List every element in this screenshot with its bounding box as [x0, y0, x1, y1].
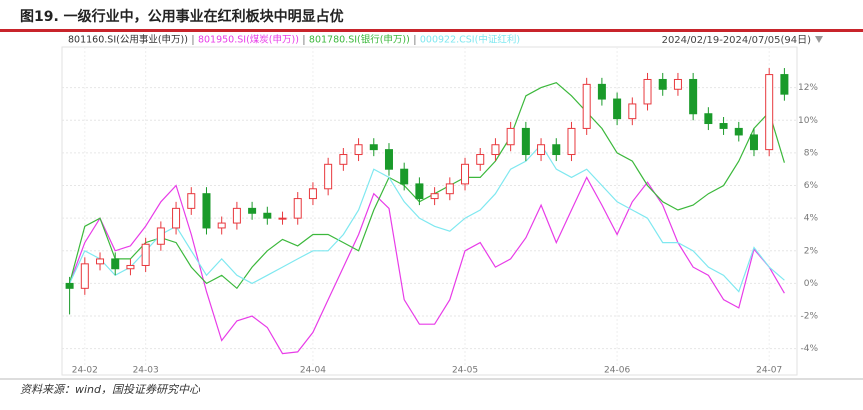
- x-tick-label: 24-04: [300, 366, 326, 376]
- candle-body: [80, 263, 89, 289]
- x-tick-label: 24-07: [756, 366, 782, 376]
- candle-body: [780, 74, 789, 95]
- candle-body: [369, 144, 378, 151]
- candle-body: [476, 154, 485, 165]
- source-note: 资料来源：wind，国投证券研究中心: [20, 383, 201, 396]
- candle-body: [765, 74, 774, 151]
- candle-body: [187, 193, 196, 209]
- candle-body: [339, 154, 348, 165]
- series-line: [69, 82, 785, 290]
- candle-body: [202, 193, 211, 229]
- candle-body: [749, 134, 758, 151]
- candle-body: [552, 144, 561, 156]
- candle-body: [734, 127, 743, 136]
- candle-body: [384, 149, 393, 170]
- candle-body: [628, 103, 637, 120]
- candle-body: [278, 217, 287, 220]
- date-range: 2024/02/19-2024/07/05(94日): [662, 35, 812, 46]
- candle-body: [172, 207, 181, 229]
- y-tick-label: 8%: [804, 148, 819, 158]
- y-tick-label: 4%: [804, 214, 819, 224]
- y-tick-label: -2%: [800, 312, 818, 322]
- candle-body: [491, 144, 500, 156]
- plot-frame: [61, 46, 798, 376]
- candle-body: [461, 163, 470, 185]
- candle-body: [263, 212, 272, 219]
- y-tick-label: 10%: [798, 116, 818, 126]
- candle-body: [689, 78, 698, 115]
- x-tick-label: 24-02: [72, 366, 98, 376]
- candle-body: [537, 144, 546, 156]
- series-line: [69, 176, 785, 355]
- candle-body: [248, 207, 257, 214]
- x-tick-label: 24-05: [452, 366, 478, 376]
- candle-body: [400, 168, 409, 185]
- candle-body: [506, 127, 515, 146]
- candle-body: [65, 282, 74, 289]
- title-underline: [0, 29, 863, 32]
- candle-body: [141, 243, 150, 266]
- candle-body: [597, 83, 606, 100]
- dropdown-icon[interactable]: [815, 36, 823, 43]
- candle-body: [324, 163, 333, 190]
- legend-entry: 801160.SI(公用事业(申万)): [68, 34, 188, 46]
- candle-body: [567, 127, 576, 156]
- y-tick-label: -4%: [800, 344, 818, 354]
- candle-body: [232, 207, 241, 224]
- candle-body: [217, 222, 226, 229]
- candle-body: [613, 98, 622, 120]
- chart-title: 图19. 一级行业中，公用事业在红利板块中明显占优: [20, 8, 344, 25]
- y-tick-label: 0%: [804, 279, 819, 289]
- candle-body: [521, 127, 530, 156]
- candle-body: [293, 198, 302, 219]
- candle-body: [719, 123, 728, 129]
- y-tick-label: 6%: [804, 181, 819, 191]
- y-tick-label: 2%: [804, 246, 819, 256]
- candle-body: [704, 113, 713, 125]
- series-line: [69, 143, 785, 293]
- legend-entry: 801780.SI(银行(申万)): [309, 34, 410, 46]
- candle-body: [308, 188, 317, 200]
- legend-entry: 000922.CSI(中证红利): [420, 34, 520, 46]
- candle-body: [156, 227, 165, 245]
- candle-body: [673, 78, 682, 90]
- candle-body: [643, 78, 652, 105]
- candle-body: [415, 183, 424, 200]
- y-tick-label: 12%: [798, 83, 818, 93]
- candle-body: [430, 193, 439, 200]
- x-tick-label: 24-03: [133, 366, 159, 376]
- candle-body: [126, 264, 135, 270]
- candle-body: [354, 144, 363, 156]
- legend-entry: 801950.SI(煤炭(申万)): [198, 34, 299, 46]
- legend: 801160.SI(公用事业(申万)) 801950.SI(煤炭(申万)) 8017…: [68, 34, 520, 46]
- candle-body: [96, 258, 105, 265]
- candle-body: [582, 83, 591, 129]
- x-tick-label: 24-06: [604, 366, 630, 376]
- candle-body: [445, 183, 454, 195]
- candle-body: [111, 258, 120, 270]
- candle-body: [658, 78, 667, 90]
